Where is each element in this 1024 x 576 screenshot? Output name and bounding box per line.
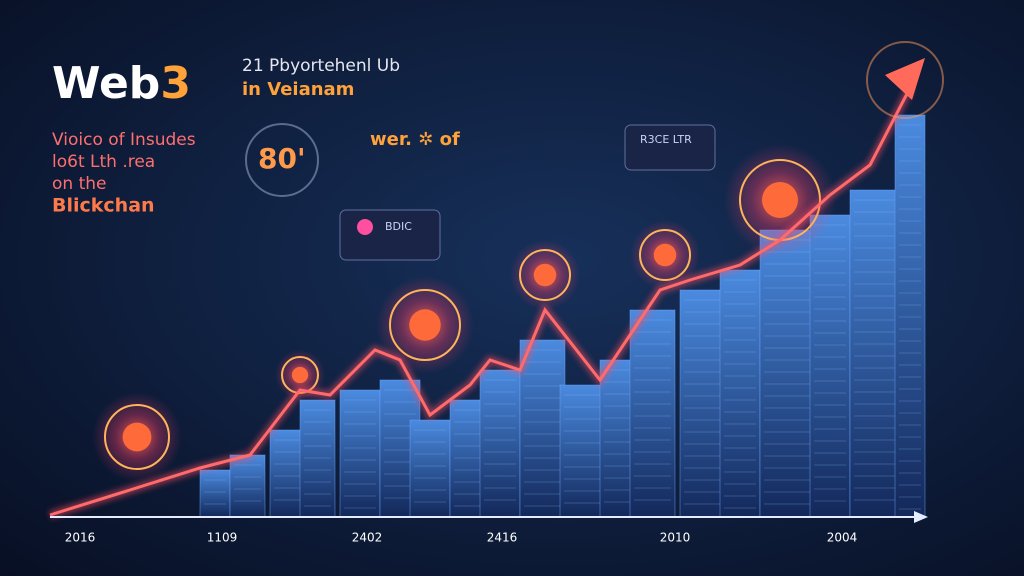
ring-core <box>409 309 441 341</box>
stat: 80' <box>258 142 306 175</box>
timeline-label: 2402 <box>352 531 383 545</box>
building <box>339 389 381 518</box>
ring <box>104 404 170 470</box>
building <box>629 309 676 518</box>
timeline-label: 1109 <box>207 531 238 545</box>
callout-text: BDIC <box>385 220 412 233</box>
building <box>759 229 816 518</box>
stat-caption: wer. ✲ of <box>370 129 460 150</box>
building <box>199 469 231 518</box>
buildings <box>199 114 926 518</box>
callout-text: R3CE LTR <box>640 133 692 146</box>
timeline-arrow <box>914 511 928 523</box>
callout-box <box>339 209 441 261</box>
trend-line <box>49 87 912 517</box>
ring <box>519 249 571 301</box>
ring-core <box>291 366 309 384</box>
building <box>559 384 606 518</box>
ring <box>389 289 461 361</box>
intro-text: on the <box>52 174 106 194</box>
ring-core <box>533 263 557 287</box>
building <box>229 454 266 518</box>
timeline-label: 2010 <box>660 531 691 545</box>
ring-core <box>653 243 677 267</box>
ring <box>639 229 691 281</box>
timeline-labels: 2016 1109 2402 2416 2010 2004 <box>65 531 858 545</box>
title: Web3 <box>52 58 191 109</box>
building <box>479 369 521 518</box>
building <box>299 399 336 518</box>
intro-text: lo6t Lth .rea <box>52 152 155 172</box>
arrow-ring <box>866 41 944 119</box>
timeline-label: 2416 <box>487 531 518 545</box>
timeline-label: 2016 <box>65 531 96 545</box>
icon-rings <box>92 144 836 482</box>
building <box>449 399 486 518</box>
building <box>894 114 926 518</box>
ring-core <box>762 182 798 218</box>
stat-ring <box>245 123 319 197</box>
callout-dot <box>357 219 373 235</box>
timeline-label: 2004 <box>827 531 858 545</box>
subtitle: in Veianam <box>242 79 354 100</box>
trend-arrow <box>885 58 925 100</box>
subtitle: 21 Pbyortehenl Ub <box>242 56 400 76</box>
intro-text: Vioico of Insudes <box>52 130 196 150</box>
callout-box <box>624 124 716 171</box>
ring-core <box>122 422 152 452</box>
intro-text: Blickchan <box>52 195 155 217</box>
building <box>809 214 851 518</box>
building <box>719 269 761 518</box>
building <box>519 339 566 518</box>
